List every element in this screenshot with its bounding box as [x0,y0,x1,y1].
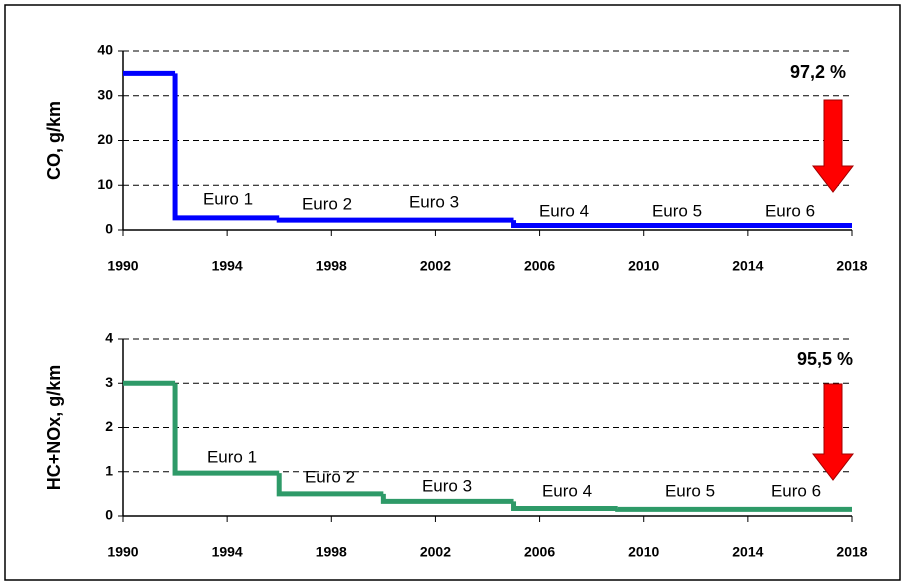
step-segment [172,383,280,476]
x-tick-label: 2002 [420,258,451,274]
x-tick-label: 1994 [212,544,243,560]
y-tick-label: 10 [97,176,113,192]
y-tick-label: 30 [97,86,113,102]
euro-label: Euro 4 [542,481,592,500]
x-tick-label: 2010 [628,258,659,274]
euro-label: Euro 4 [539,201,589,220]
euro-label: Euro 2 [302,194,352,213]
x-tick-label: 1998 [316,258,347,274]
step-segment [615,506,852,512]
y-tick-label: 3 [105,374,113,390]
euro-label: Euro 6 [771,481,821,500]
euro-label: Euro 3 [409,192,459,211]
y-axis-label: CO, g/km [44,101,64,180]
x-tick-label: 2002 [420,544,451,560]
x-tick-label: 2014 [732,544,763,560]
step-segment [511,501,618,511]
euro-label: Euro 6 [765,201,815,220]
frame [4,4,901,581]
x-tick-label: 1990 [107,544,138,560]
reduction-label: 97,2 % [790,62,846,82]
y-tick-label: 40 [97,42,113,58]
step-segment [276,473,384,497]
euro-label: Euro 3 [422,476,472,495]
reduction-label: 95,5 % [797,349,853,369]
y-tick-label: 4 [105,330,113,346]
x-tick-label: 1998 [316,544,347,560]
x-tick-label: 2014 [732,258,763,274]
x-tick-label: 1994 [212,258,243,274]
reduction-arrow [811,383,855,481]
step-segment [511,220,852,229]
step-segment [380,493,514,504]
x-tick-label: 2018 [836,544,867,560]
reduction-arrow [811,99,855,193]
x-tick-label: 2006 [524,544,555,560]
y-tick-label: 0 [105,507,113,523]
y-axis-label: HC+NOx, g/km [44,365,64,491]
euro-label: Euro 2 [305,467,355,486]
x-tick-label: 2006 [524,258,555,274]
y-tick-label: 1 [105,462,113,478]
x-tick-label: 2010 [628,544,659,560]
euro-label: Euro 1 [203,189,253,208]
euro-label: Euro 1 [207,447,257,466]
y-tick-label: 20 [97,131,113,147]
y-tick-label: 2 [105,418,113,434]
euro-label: Euro 5 [665,481,715,500]
x-tick-label: 2018 [836,258,867,274]
step-segment [172,73,280,221]
euro-label: Euro 5 [652,201,702,220]
step-segment [276,217,514,223]
y-tick-label: 0 [105,221,113,237]
x-tick-label: 1990 [107,258,138,274]
